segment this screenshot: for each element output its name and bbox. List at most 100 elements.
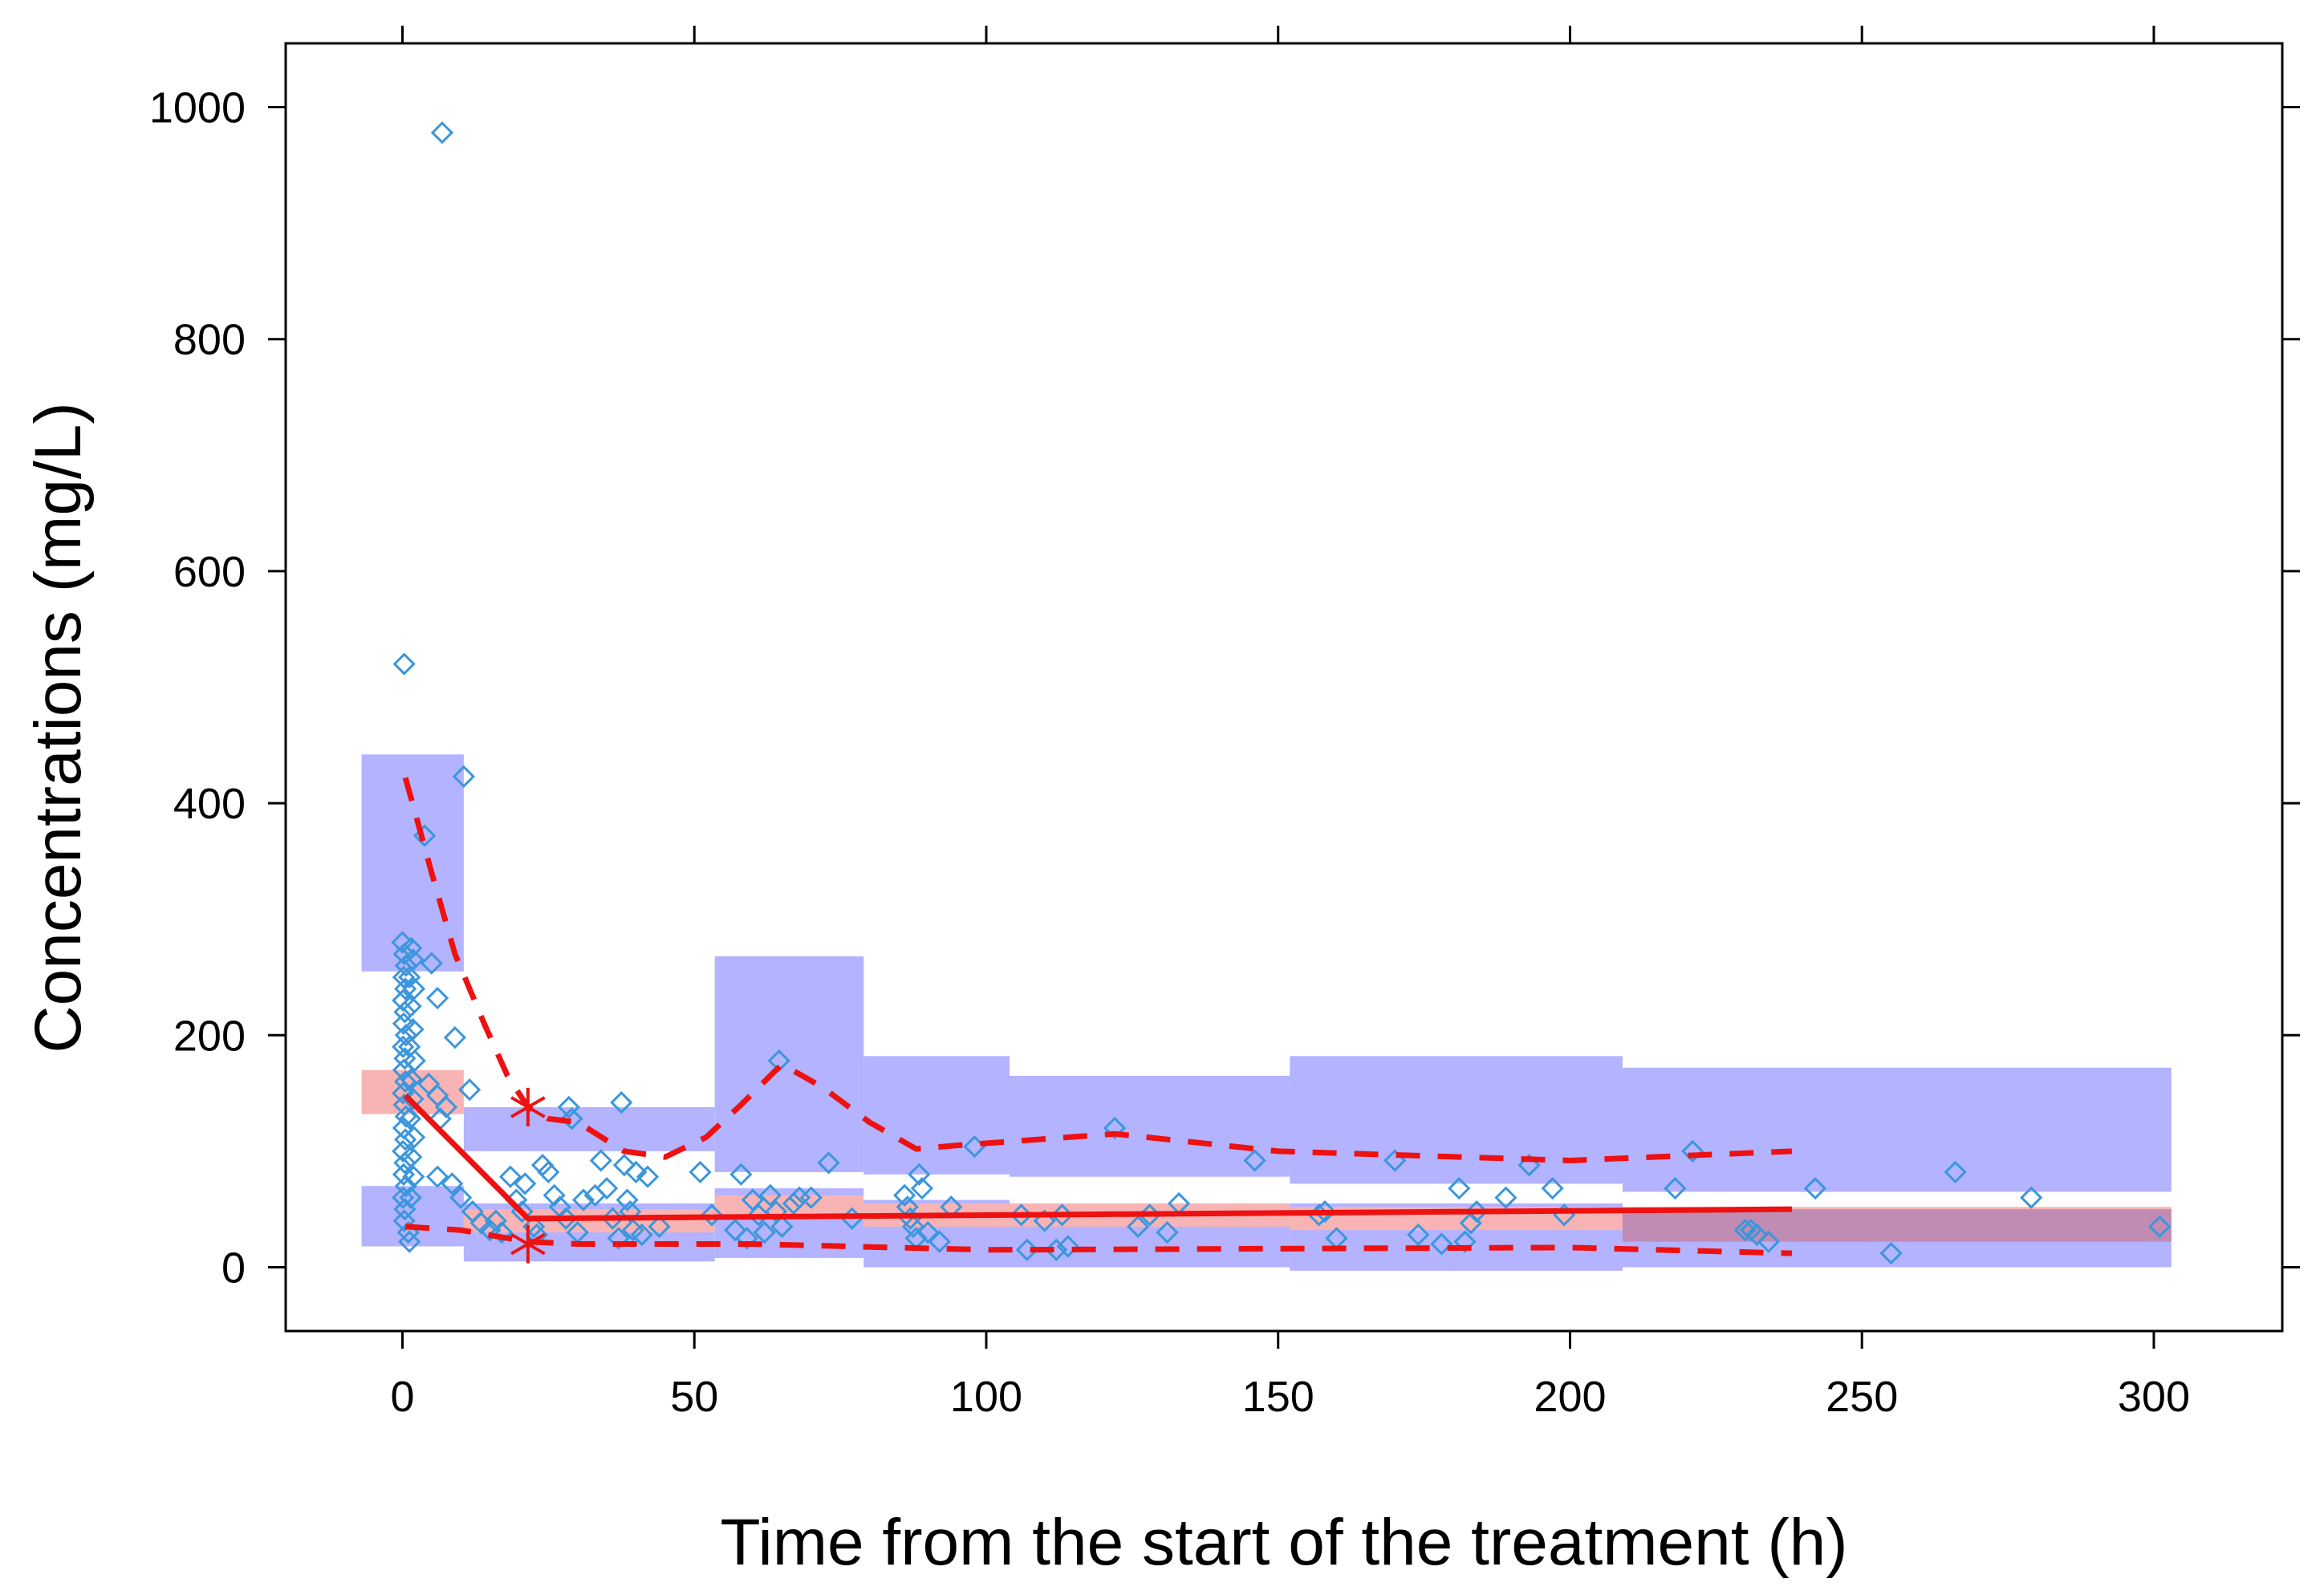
y-tick-label: 800 bbox=[173, 316, 246, 364]
observed-point bbox=[1465, 1199, 1489, 1224]
observed-points bbox=[391, 121, 2172, 1265]
y-axis-title: Concentrations (mg/L) bbox=[22, 402, 95, 1053]
observed-point bbox=[770, 1215, 794, 1238]
observed-point bbox=[1494, 1186, 1518, 1209]
observed-point bbox=[426, 986, 449, 1010]
x-axis-title: Time from the start of the treatment (h) bbox=[720, 1506, 1847, 1579]
x-tick-label: 0 bbox=[390, 1373, 414, 1421]
observed-point bbox=[514, 1172, 537, 1195]
observed-point bbox=[398, 1107, 422, 1130]
observed-point bbox=[1448, 1177, 1471, 1200]
observed-point bbox=[928, 1230, 951, 1253]
observed-point bbox=[392, 942, 416, 966]
observed-point bbox=[901, 1215, 925, 1238]
observed-point bbox=[394, 1175, 417, 1198]
observed-point bbox=[612, 1154, 636, 1177]
observed-point bbox=[648, 1215, 671, 1238]
upper-pi-band-0 bbox=[361, 754, 464, 972]
observed-point bbox=[394, 1105, 417, 1128]
percentile-lines bbox=[402, 777, 1793, 1264]
observed-point bbox=[753, 1220, 776, 1244]
observed-point bbox=[1045, 1238, 1068, 1261]
observed-point bbox=[402, 1165, 425, 1188]
observed-point bbox=[391, 931, 414, 954]
observed-point bbox=[537, 1160, 560, 1184]
observed-point bbox=[571, 1188, 595, 1211]
observed-point bbox=[1103, 1116, 1127, 1140]
y-tick-label: 400 bbox=[173, 780, 246, 828]
observed-point bbox=[1757, 1230, 1780, 1253]
observed-point bbox=[1313, 1199, 1337, 1224]
observed-point bbox=[636, 1165, 660, 1188]
observed-point bbox=[1243, 1149, 1266, 1172]
observed-point bbox=[398, 965, 421, 989]
observed-point bbox=[2148, 1215, 2172, 1238]
observed-point bbox=[393, 1151, 416, 1175]
observed-point bbox=[402, 1126, 426, 1149]
observed-point bbox=[392, 1082, 415, 1105]
observed-point bbox=[400, 1145, 423, 1169]
observed-point bbox=[1056, 1235, 1079, 1258]
observed-point bbox=[399, 1186, 422, 1209]
observed-point bbox=[394, 1128, 417, 1151]
observed-point bbox=[700, 1203, 724, 1227]
observed-point bbox=[530, 1154, 555, 1177]
x-tick-label: 200 bbox=[1534, 1373, 1606, 1421]
observed-point bbox=[758, 1183, 782, 1207]
observed-point bbox=[392, 1209, 416, 1232]
observed-point bbox=[1033, 1209, 1056, 1232]
observed-point bbox=[1879, 1242, 1903, 1265]
observed-point bbox=[689, 1160, 712, 1184]
observed-point bbox=[434, 1095, 458, 1119]
upper-pi-band-5 bbox=[1290, 1056, 1623, 1184]
observed-point bbox=[607, 1227, 630, 1250]
observed-point bbox=[799, 1186, 823, 1209]
observed-point bbox=[399, 995, 422, 1018]
observed-point bbox=[392, 1012, 416, 1035]
percentile-95-line bbox=[402, 777, 1793, 1163]
observed-point bbox=[747, 1203, 770, 1227]
observed-point bbox=[555, 1207, 578, 1230]
observed-point bbox=[522, 1215, 546, 1238]
observed-point bbox=[498, 1165, 522, 1188]
observed-point bbox=[910, 1177, 934, 1200]
observed-point bbox=[490, 1220, 514, 1244]
x-tick-label: 50 bbox=[670, 1373, 718, 1421]
observed-point bbox=[589, 1149, 612, 1172]
observed-point bbox=[1127, 1215, 1150, 1238]
observed-point bbox=[394, 954, 417, 977]
observed-point bbox=[458, 1078, 481, 1102]
observed-point bbox=[616, 1188, 639, 1211]
asterisk-stroke bbox=[510, 1096, 546, 1118]
observed-point bbox=[1803, 1177, 1827, 1200]
x-tick-label: 250 bbox=[1826, 1373, 1898, 1421]
observed-point bbox=[893, 1183, 916, 1207]
percentile-5-line bbox=[404, 1224, 1793, 1256]
observed-point bbox=[908, 1163, 931, 1186]
observed-point bbox=[426, 1165, 449, 1188]
observed-point bbox=[392, 1035, 415, 1058]
observed-point bbox=[452, 765, 476, 788]
observed-point bbox=[630, 1223, 653, 1247]
prediction-interval-bands bbox=[361, 754, 2172, 1271]
x-tick-label: 300 bbox=[2118, 1373, 2190, 1421]
observed-point bbox=[393, 1000, 416, 1024]
observed-point bbox=[1541, 1177, 1564, 1200]
observed-point bbox=[735, 1227, 758, 1250]
observed-point bbox=[1745, 1223, 1769, 1247]
observed-point bbox=[398, 1230, 421, 1253]
x-tick-label: 100 bbox=[950, 1373, 1022, 1421]
observed-point bbox=[394, 1024, 417, 1047]
observed-point bbox=[1010, 1203, 1033, 1227]
observed-point bbox=[542, 1183, 566, 1207]
y-tick-label: 0 bbox=[221, 1244, 246, 1292]
observed-point bbox=[430, 121, 454, 144]
observed-point bbox=[400, 1068, 423, 1091]
observed-point bbox=[817, 1151, 840, 1175]
observed-point bbox=[560, 1107, 583, 1130]
upper-pi-band-2 bbox=[714, 956, 864, 1172]
observed-point bbox=[724, 1219, 747, 1242]
observed-point bbox=[1681, 1139, 1704, 1163]
y-tick-label: 200 bbox=[173, 1012, 246, 1060]
